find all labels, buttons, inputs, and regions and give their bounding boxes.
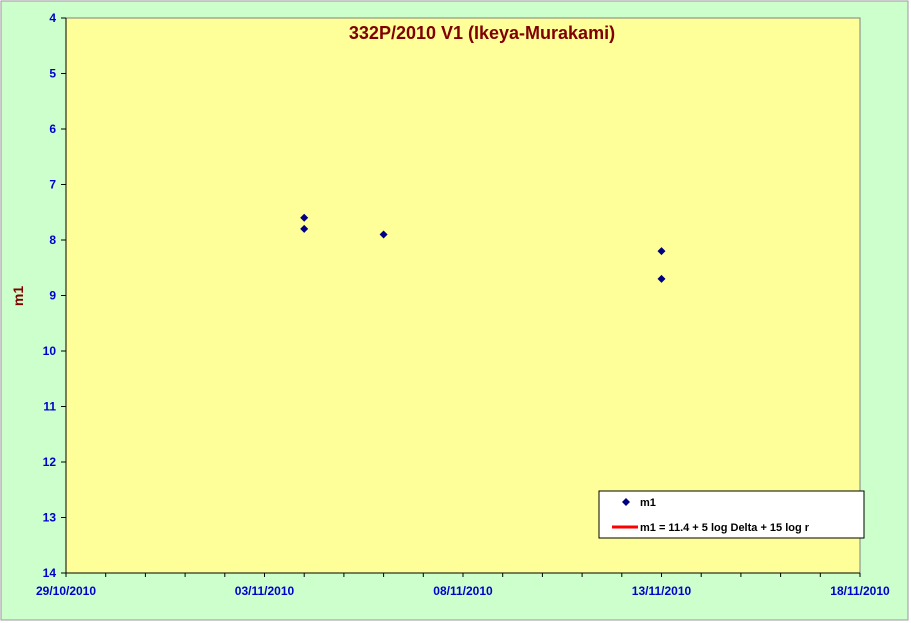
- data-point-m1-1: [300, 224, 309, 233]
- legend: m1 m1 = 11.4 + 5 log Delta + 15 log r: [598, 490, 865, 539]
- y-tick-label: 9: [49, 289, 56, 303]
- y-tick-label: 5: [49, 67, 56, 81]
- data-point-m1-4: [657, 274, 666, 283]
- x-ticks: 29/10/2010 03/11/2010 08/11/2010 13/11/2010…: [36, 573, 890, 598]
- data-point-m1-3: [657, 247, 666, 256]
- y-tick-label: 12: [43, 455, 57, 469]
- plot-area: [65, 17, 861, 574]
- y-tick-label: 10: [43, 344, 57, 358]
- x-tick-label: 18/11/2010: [830, 584, 890, 598]
- legend-marker-m1: [622, 498, 630, 506]
- legend-label-m1: m1: [640, 497, 656, 509]
- y-ticks: 4 5 6 7 8 9 10 11 12 13 14: [43, 11, 66, 580]
- data-points: [300, 213, 666, 283]
- y-tick-label: 8: [49, 233, 56, 247]
- x-tick-label: 29/10/2010: [36, 584, 96, 598]
- y-tick-label: 6: [49, 122, 56, 136]
- x-tick-label: 13/11/2010: [632, 584, 692, 598]
- y-axis-label: m1: [10, 286, 26, 306]
- y-tick-label: 11: [43, 400, 56, 414]
- x-tick-label: 03/11/2010: [235, 584, 295, 598]
- chart-title: 332P/2010 V1 (Ikeya-Murakami): [349, 23, 615, 43]
- x-tick-label: 08/11/2010: [433, 584, 493, 598]
- y-tick-label: 4: [49, 11, 56, 25]
- data-point-m1-2: [379, 230, 388, 239]
- data-point-m1-0: [300, 213, 309, 222]
- y-tick-label: 13: [43, 511, 57, 525]
- legend-box: [598, 490, 865, 539]
- y-tick-label: 7: [49, 178, 56, 192]
- y-tick-label: 14: [43, 566, 57, 580]
- legend-label-fit: m1 = 11.4 + 5 log Delta + 15 log r: [640, 522, 810, 534]
